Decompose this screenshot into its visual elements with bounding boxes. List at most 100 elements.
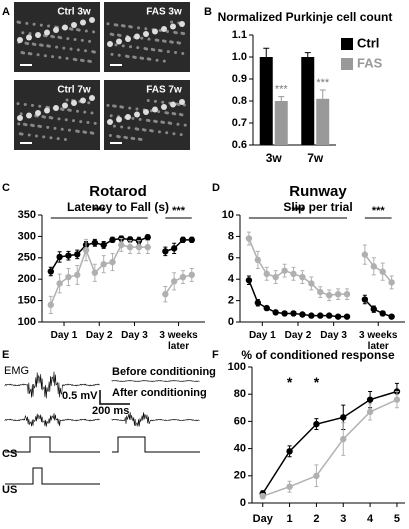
cell bbox=[145, 47, 149, 51]
cell bbox=[118, 33, 122, 37]
cell bbox=[81, 59, 85, 63]
cell bbox=[31, 124, 35, 128]
x-tick-label: 7w bbox=[307, 151, 324, 165]
y-tick-label: 10 bbox=[222, 209, 234, 221]
purkinje-cell bbox=[17, 37, 23, 43]
cell bbox=[141, 56, 145, 60]
panel-letter: A bbox=[2, 6, 10, 18]
cell bbox=[34, 134, 38, 138]
data-point bbox=[290, 310, 297, 317]
x-tick-label: 3w bbox=[266, 151, 283, 165]
data-point bbox=[393, 396, 401, 403]
cell bbox=[39, 23, 43, 27]
y-tick-label: 40 bbox=[234, 443, 246, 455]
data-point bbox=[74, 251, 81, 258]
cell bbox=[180, 113, 184, 117]
x-tick-label: 2 bbox=[313, 513, 319, 525]
cell bbox=[148, 57, 152, 61]
cell bbox=[129, 45, 133, 49]
cell bbox=[181, 51, 185, 55]
cell bbox=[49, 136, 53, 140]
data-point bbox=[56, 253, 63, 261]
y-tick-label: 100 bbox=[18, 316, 36, 328]
data-point bbox=[299, 273, 306, 281]
data-point bbox=[170, 245, 178, 252]
data-point bbox=[245, 235, 253, 242]
cell bbox=[179, 133, 183, 137]
cell bbox=[165, 131, 169, 135]
micrograph bbox=[104, 2, 190, 72]
y-tick-label: 2 bbox=[228, 295, 234, 307]
x-tick-label: Day bbox=[253, 513, 274, 525]
x-tick-label: 3 weeks later bbox=[359, 330, 398, 352]
cell bbox=[38, 104, 42, 108]
x-tick-label-box: Day 1 bbox=[50, 330, 78, 341]
cell bbox=[29, 52, 33, 56]
data-point bbox=[245, 277, 253, 284]
cell bbox=[170, 20, 174, 24]
annotation: *** bbox=[93, 205, 107, 217]
purkinje-cell bbox=[143, 31, 149, 37]
data-point bbox=[109, 258, 116, 266]
cell bbox=[22, 51, 26, 55]
x-tick-label: Day 1 bbox=[50, 330, 78, 341]
emg-trace bbox=[4, 371, 100, 399]
cell bbox=[90, 111, 94, 115]
cell bbox=[51, 35, 55, 39]
data-point bbox=[370, 263, 377, 270]
data-point bbox=[343, 290, 351, 298]
cell bbox=[113, 104, 117, 108]
cell bbox=[111, 33, 115, 37]
cs-pulse bbox=[112, 436, 200, 453]
data-point bbox=[379, 310, 386, 317]
cell bbox=[76, 129, 80, 133]
cell bbox=[50, 116, 54, 120]
data-point bbox=[144, 243, 151, 251]
data-point bbox=[317, 312, 324, 319]
cell bbox=[70, 27, 74, 31]
purkinje-cell bbox=[179, 21, 185, 27]
data-point bbox=[325, 292, 333, 299]
cell bbox=[88, 60, 92, 64]
cell bbox=[74, 58, 78, 62]
y-tick-label: 100 bbox=[228, 361, 246, 373]
cell bbox=[114, 43, 118, 47]
cell bbox=[36, 53, 40, 57]
x-tick-label-box: Day 2 bbox=[86, 330, 113, 341]
y-tick-label: 350 bbox=[18, 209, 36, 221]
cell bbox=[77, 28, 81, 32]
trace-label: After conditioning bbox=[112, 387, 207, 399]
cell bbox=[30, 103, 34, 107]
purkinje-cell bbox=[26, 34, 32, 41]
cell bbox=[83, 110, 87, 114]
purkinje-cell bbox=[53, 105, 59, 111]
cell bbox=[120, 105, 124, 109]
data-point bbox=[91, 269, 99, 276]
cell bbox=[129, 25, 133, 29]
y-tick-label: 1.0 bbox=[232, 51, 247, 63]
y-tick-label: 0.9 bbox=[232, 73, 247, 85]
purkinje-cell bbox=[125, 36, 131, 42]
cell bbox=[68, 108, 72, 112]
cell bbox=[59, 36, 63, 40]
data-point bbox=[299, 311, 306, 318]
data-point bbox=[286, 483, 293, 490]
data-point bbox=[47, 301, 55, 309]
cell bbox=[53, 126, 57, 130]
data-point bbox=[254, 256, 262, 264]
data-point bbox=[281, 267, 288, 274]
trace-label: CS bbox=[2, 448, 17, 460]
data-point bbox=[179, 236, 187, 244]
y-tick-label: 0 bbox=[240, 497, 246, 509]
data-point bbox=[179, 273, 187, 281]
y-tick-label: 0.8 bbox=[232, 95, 247, 107]
cell bbox=[121, 44, 125, 48]
cell bbox=[146, 98, 150, 102]
cell bbox=[66, 37, 70, 41]
annotation: *** bbox=[172, 205, 186, 217]
cell bbox=[126, 55, 130, 59]
cell bbox=[128, 106, 132, 110]
y-tick-label: 8 bbox=[228, 230, 234, 242]
bar bbox=[274, 101, 288, 145]
emg-trace bbox=[111, 412, 200, 427]
